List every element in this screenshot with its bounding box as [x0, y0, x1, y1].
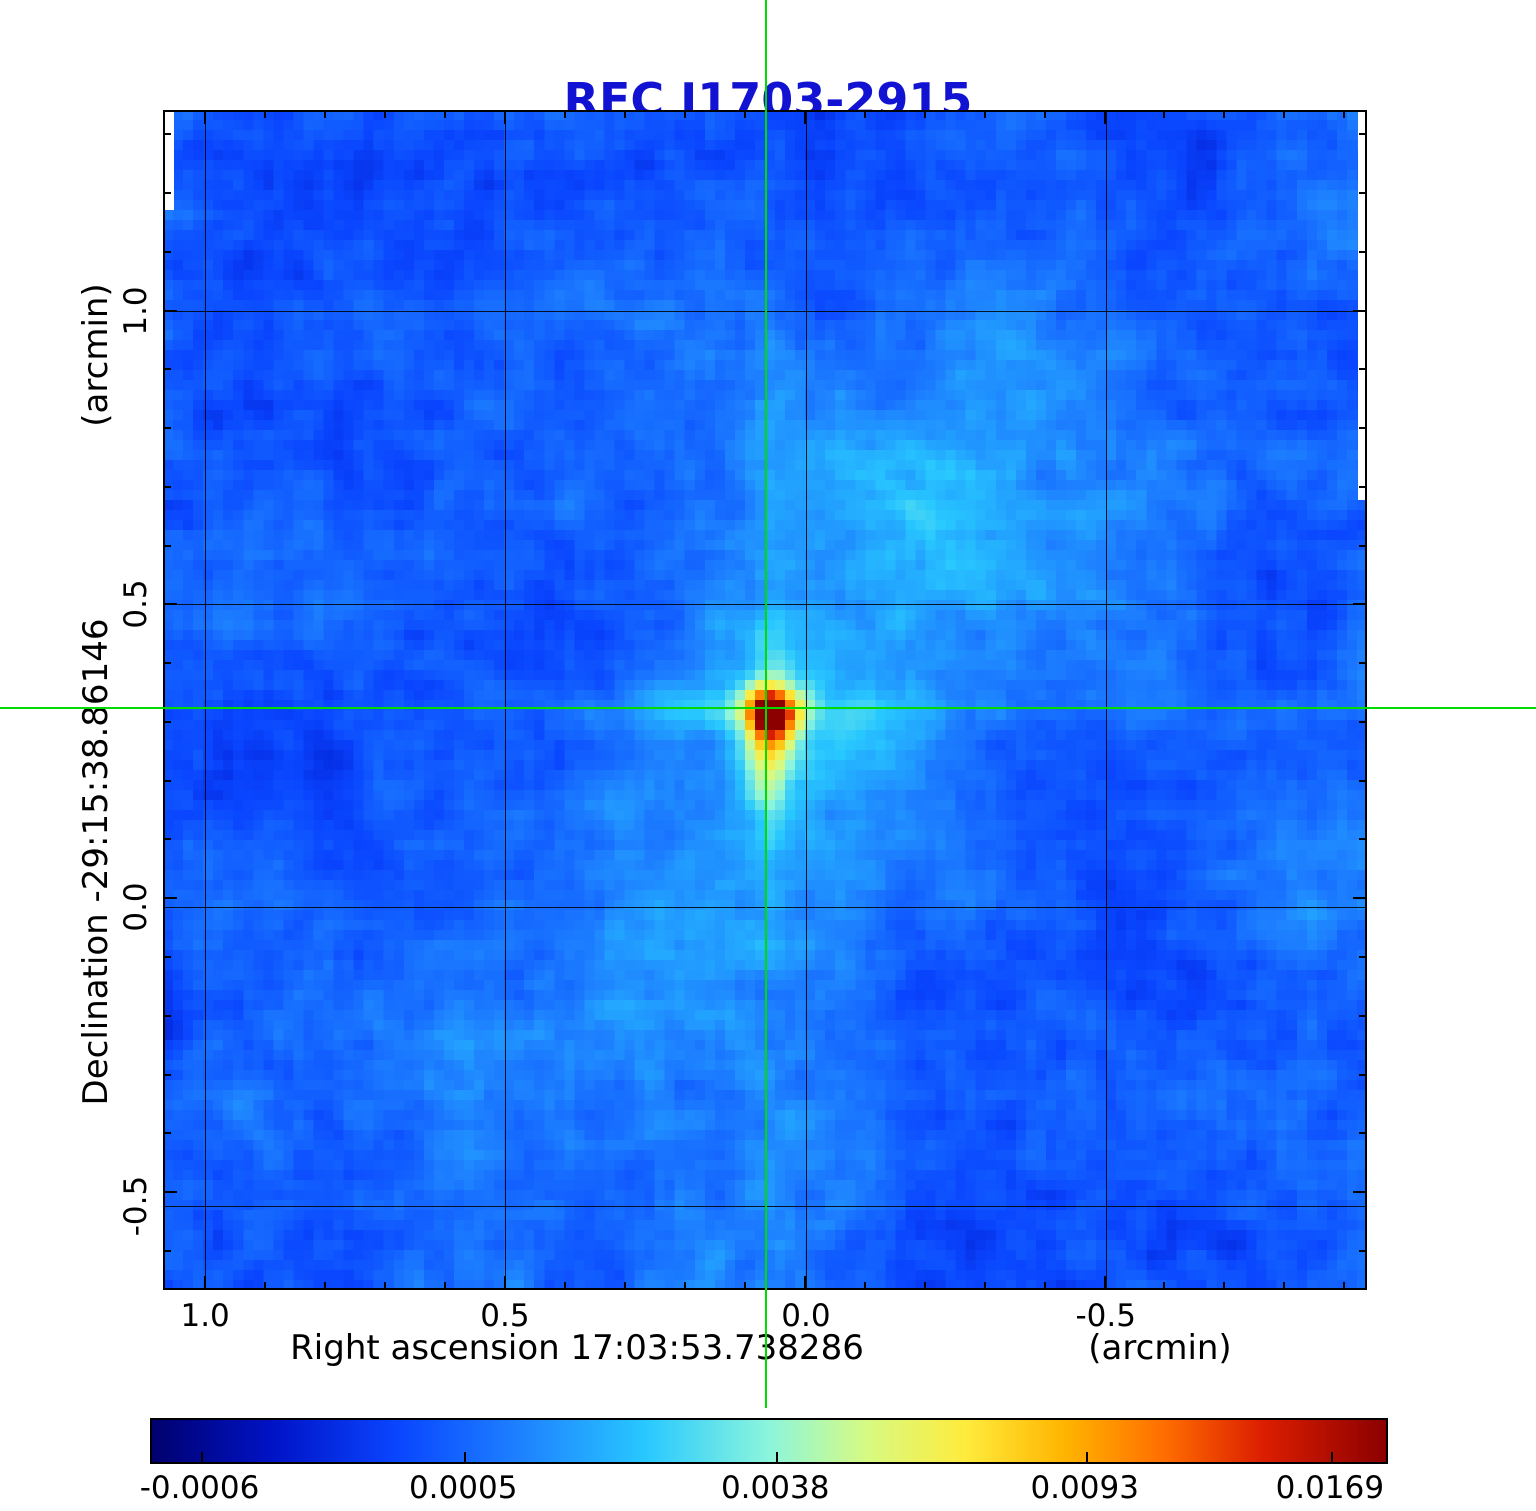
colorbar-tick-mark: [464, 1452, 467, 1462]
colorbar-tick-label: 0.0169: [1275, 1470, 1385, 1506]
blank-edge-strip: [163, 110, 174, 210]
radio-intensity-heatmap: [163, 110, 1367, 1290]
colorbar-tick-mark: [1330, 1452, 1333, 1462]
crosshair-vertical-line: [765, 0, 768, 1408]
colorbar-gradient: [152, 1420, 1386, 1462]
blank-edge-strip: [1358, 110, 1367, 500]
colorbar-tick-mark: [200, 1452, 203, 1462]
colorbar-tick-mark: [776, 1452, 779, 1462]
y-tick-label: -0.5: [118, 1175, 154, 1237]
y-axis-label: Declination -29:15:38.86146: [76, 618, 116, 1106]
x-axis-unit-label: (arcmin): [1088, 1328, 1232, 1368]
x-axis-label: Right ascension 17:03:53.738286: [290, 1328, 864, 1368]
crosshair-horizontal-line: [0, 707, 1536, 710]
y-axis-unit-label: (arcmin): [76, 283, 116, 427]
y-tick-label: 0.5: [118, 579, 154, 630]
colorbar-tick-label: 0.0093: [1030, 1470, 1139, 1506]
x-tick-label: -0.5: [1075, 1298, 1136, 1334]
x-tick-label: 1.0: [180, 1298, 230, 1334]
sky-map-plot: [163, 110, 1367, 1290]
x-tick-label: 0.0: [781, 1298, 831, 1334]
y-tick-label: 0.0: [118, 881, 154, 932]
colorbar-tick-label: -0.0006: [139, 1470, 260, 1506]
y-tick-label: 1.0: [118, 285, 154, 336]
colorbar-tick-label: 0.0005: [408, 1470, 518, 1506]
colorbar-tick-mark: [1085, 1452, 1088, 1462]
colorbar-tick-label: 0.0038: [720, 1470, 830, 1506]
intensity-colorbar: [150, 1418, 1388, 1464]
x-tick-label: 0.5: [480, 1298, 530, 1334]
